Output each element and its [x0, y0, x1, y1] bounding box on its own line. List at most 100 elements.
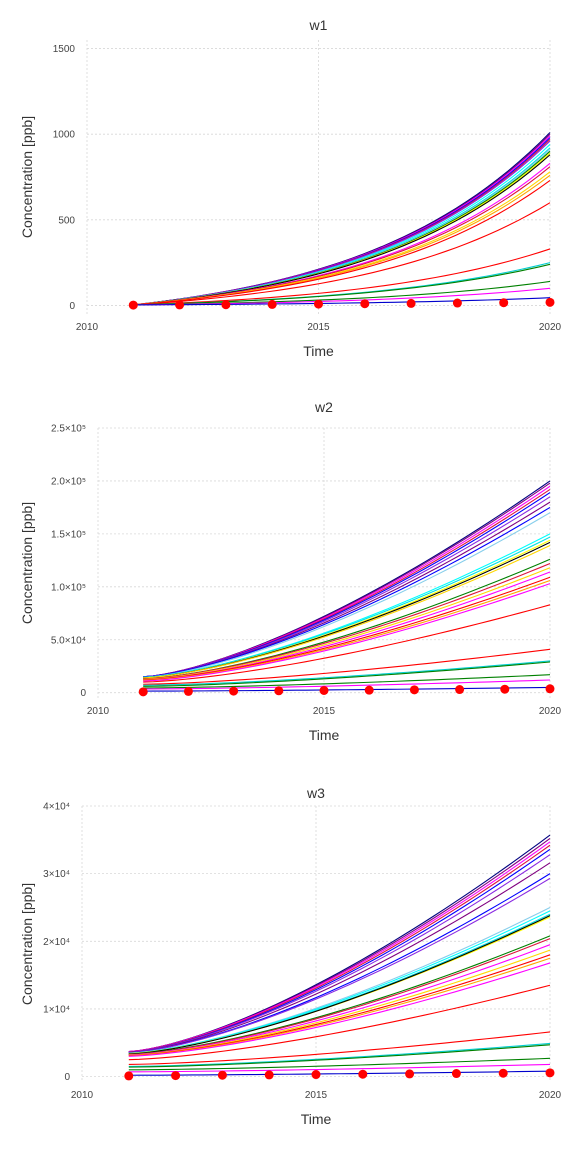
series-line: [143, 579, 551, 682]
series-line: [133, 144, 551, 306]
chart-panel-w2: w2 2010 2015 2020 0 5.0×10⁴ 1.0×10⁵ 1.5×10⁵ 2.0×…: [19, 399, 562, 743]
y-tick-label: 500: [58, 215, 75, 226]
observation-point: [409, 685, 419, 695]
series-line: [133, 297, 551, 306]
series-line: [128, 844, 551, 1053]
series-line: [128, 1042, 551, 1067]
x-tick-label: 2020: [539, 1090, 562, 1101]
series-line: [143, 686, 551, 692]
series-line: [143, 482, 551, 678]
series-line: [128, 1031, 551, 1065]
y-tick-label: 1.5×10⁵: [51, 529, 86, 540]
series-line: [128, 877, 551, 1054]
observation-point: [183, 686, 193, 696]
y-tick-label: 2.5×10⁵: [51, 424, 86, 435]
y-tick-label: 1500: [53, 44, 76, 55]
y-tick-label: 0: [80, 688, 86, 699]
observation-point: [451, 1069, 461, 1079]
series-line: [143, 512, 551, 678]
x-tick-label: 2015: [313, 706, 336, 717]
y-axis-label: Concentration [ppb]: [19, 116, 35, 238]
x-tick-label: 2010: [87, 706, 110, 717]
series-line: [133, 179, 551, 306]
x-tick-label: 2015: [305, 1090, 328, 1101]
series-line: [133, 152, 551, 306]
series-line: [128, 962, 551, 1057]
observation-point: [358, 1069, 368, 1079]
x-tick-label: 2010: [76, 322, 99, 333]
y-tick-label: 1.0×10⁵: [51, 582, 86, 593]
observation-point: [319, 685, 329, 695]
observation-point: [264, 1070, 274, 1080]
observation-point: [314, 299, 323, 309]
observation-point: [311, 1070, 321, 1080]
x-axis-label: Time: [301, 1111, 332, 1127]
series-line: [143, 679, 551, 690]
observation-point: [499, 298, 509, 308]
chart-title: w1: [309, 17, 328, 33]
series-line: [128, 1070, 551, 1076]
series-line: [133, 149, 551, 306]
series-line: [143, 604, 551, 683]
x-tick-label: 2015: [307, 322, 330, 333]
x-axis-label: Time: [303, 343, 334, 359]
series-line: [128, 954, 551, 1057]
observation-point: [221, 300, 231, 310]
series-line: [133, 162, 551, 306]
series-line: [143, 660, 551, 686]
observation-point: [455, 685, 465, 695]
y-axis-label: Concentration [ppb]: [19, 502, 35, 624]
observation-point: [217, 1070, 227, 1080]
series-line: [143, 648, 551, 685]
series-line: [133, 248, 551, 306]
series-line: [128, 949, 551, 1056]
series-line: [128, 935, 551, 1055]
observation-point: [545, 1068, 555, 1078]
series-line: [143, 563, 551, 680]
series-line: [143, 488, 551, 678]
chart-title: w3: [306, 785, 325, 801]
observation-point: [274, 686, 284, 696]
chart-panel-w1: w1 2010 2015 2020 0 500 1000 1500 Time Concentrat…: [19, 17, 562, 359]
series-line: [143, 536, 551, 678]
observation-point: [406, 298, 416, 308]
series-line: [128, 957, 551, 1057]
series-line: [143, 480, 551, 678]
observation-point: [229, 686, 239, 696]
observation-point: [545, 297, 555, 307]
series-line: [133, 150, 551, 306]
observation-point: [128, 300, 138, 310]
series-line: [143, 567, 551, 681]
x-tick-label: 2020: [539, 322, 562, 333]
y-tick-label: 1000: [53, 130, 76, 141]
observation-point: [498, 1068, 508, 1078]
y-tick-label: 0: [64, 1072, 70, 1083]
observation-point: [364, 685, 374, 695]
series-line: [128, 984, 551, 1061]
observation-point: [175, 300, 185, 310]
series-line: [128, 1044, 551, 1068]
y-axis-label: Concentration [ppb]: [19, 883, 35, 1005]
y-tick-label: 2×10⁴: [43, 937, 70, 948]
x-axis-label: Time: [309, 727, 340, 743]
series-line: [128, 1063, 551, 1073]
y-tick-label: 1×10⁴: [43, 1004, 70, 1015]
observation-point: [500, 684, 510, 694]
chart-panel-w3: w3 2010 2015 2020 0 1×10⁴ 2×10⁴ 3×10⁴ 4×10⁴ Time C…: [19, 785, 562, 1127]
observation-point: [124, 1071, 134, 1081]
series-line: [128, 944, 551, 1056]
y-tick-label: 4×10⁴: [43, 802, 70, 813]
series-line: [143, 558, 551, 680]
y-tick-label: 3×10⁴: [43, 869, 70, 880]
series-line: [133, 147, 551, 306]
series-line: [133, 140, 551, 306]
y-tick-label: 5.0×10⁴: [51, 635, 86, 646]
observation-point: [360, 299, 370, 309]
observation-point: [267, 299, 277, 309]
series-line: [133, 154, 551, 306]
series-line: [128, 862, 551, 1054]
observation-point: [452, 298, 462, 308]
series-line: [143, 506, 551, 678]
x-tick-label: 2010: [71, 1090, 94, 1101]
